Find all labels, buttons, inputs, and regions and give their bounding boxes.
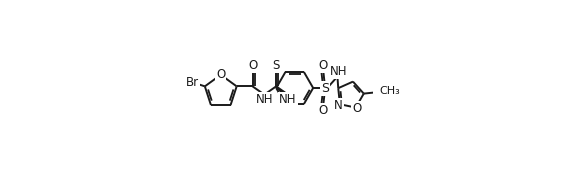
Text: Br: Br <box>186 76 200 89</box>
Text: S: S <box>272 59 280 73</box>
Text: O: O <box>319 59 328 72</box>
Text: NH: NH <box>255 93 273 106</box>
Text: NH: NH <box>279 93 297 106</box>
Text: CH₃: CH₃ <box>380 86 400 96</box>
Text: O: O <box>216 68 225 81</box>
Text: O: O <box>352 102 361 115</box>
Text: S: S <box>321 81 329 95</box>
Text: NH: NH <box>329 65 347 78</box>
Text: N: N <box>334 99 343 112</box>
Text: O: O <box>248 59 257 73</box>
Text: O: O <box>319 104 328 117</box>
